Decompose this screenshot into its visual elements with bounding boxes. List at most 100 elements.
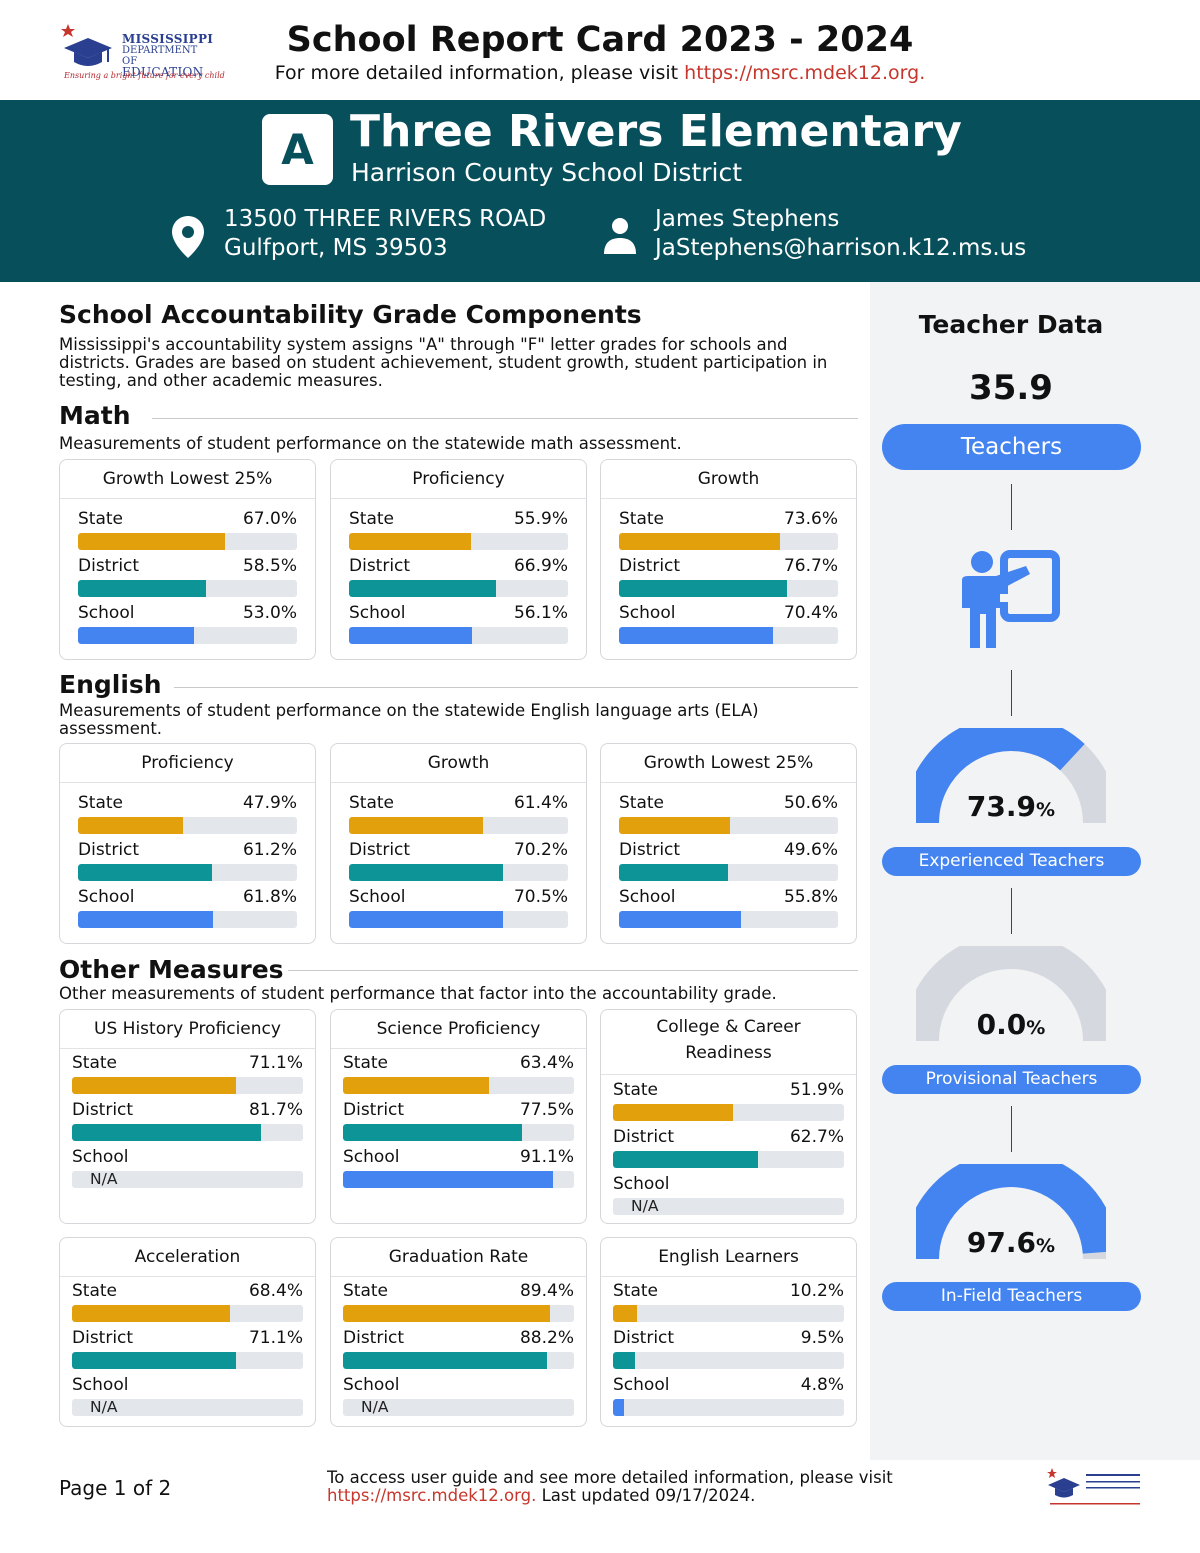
bar-label: District [343, 1328, 405, 1348]
address-line2: Gulfport, MS 39503 [224, 235, 448, 261]
district-name: Harrison County School District [351, 158, 743, 187]
bar-track [343, 1171, 574, 1188]
bar-track [619, 580, 838, 597]
bar-value: 71.1% [248, 1053, 303, 1073]
bar-track [78, 817, 297, 834]
bar-value: 70.5% [513, 887, 568, 907]
bar-label: School [619, 603, 676, 623]
bar-fill [72, 1077, 237, 1094]
connector-line [1011, 888, 1012, 934]
bar-label: District [349, 840, 411, 860]
measure-card: Growth State 73.6% District 76.7% School 70.4% [600, 459, 857, 660]
card-title: Growth Lowest 25% [60, 460, 315, 499]
teacher-count: 35.9 [969, 368, 1053, 408]
bar-label: District [613, 1328, 675, 1348]
bar-label: State [343, 1053, 388, 1073]
math-divider [152, 418, 858, 419]
gauge-track [916, 946, 1106, 1042]
bar-track [72, 1305, 303, 1322]
bar-label: District [613, 1127, 675, 1147]
logo-text: MISSISSIPPI DEPARTMENT OF EDUCATION [122, 33, 213, 79]
provisional-gauge [916, 946, 1106, 1042]
pct-sign: % [1036, 799, 1056, 821]
footer-link[interactable]: https://msrc.mdek12.org. [327, 1486, 537, 1505]
report-subtitle: For more detailed information, please vi… [200, 62, 1000, 84]
bar-value: 67.0% [242, 509, 297, 529]
bar-value: 61.8% [242, 887, 297, 907]
bar-label: District [72, 1328, 134, 1348]
bar-track: N/A [72, 1171, 303, 1188]
provisional-number: 0.0 [976, 1008, 1027, 1041]
bar-na-text: N/A [90, 1399, 118, 1416]
bar-label: School [343, 1375, 400, 1395]
bar-fill [72, 1352, 237, 1369]
bar-track: N/A [72, 1399, 303, 1416]
bar-track: N/A [613, 1198, 844, 1215]
bar-value: 58.5% [242, 556, 297, 576]
bar-value: 68.4% [248, 1281, 303, 1301]
bar-na-text: N/A [90, 1171, 118, 1188]
experienced-gauge [916, 728, 1106, 824]
bar-track [349, 911, 568, 928]
bar-fill [78, 864, 213, 881]
card-title: Proficiency [60, 744, 315, 783]
bar-fill [343, 1124, 523, 1141]
bar-value: 10.2% [789, 1281, 844, 1301]
bar-label: School [78, 603, 135, 623]
footer-suffix: Last updated 09/17/2024. [536, 1486, 756, 1505]
bar-value: 89.4% [519, 1281, 574, 1301]
bar-track [613, 1104, 844, 1121]
bar-track [613, 1352, 844, 1369]
teacher-board-icon [962, 550, 1060, 648]
bar-label: District [78, 840, 140, 860]
bar-fill [619, 864, 728, 881]
bar-label: School [349, 603, 406, 623]
experienced-value: 73.9% [870, 790, 1152, 823]
footer-prefix: To access user guide and see more detail… [327, 1468, 893, 1487]
bar-value: 66.9% [513, 556, 568, 576]
bar-track [349, 533, 568, 550]
bar-fill [613, 1305, 637, 1322]
contact-email[interactable]: JaStephens@harrison.k12.ms.us [655, 235, 1027, 261]
measure-card: Graduation Rate State 89.4% District 88.2% Sc… [330, 1237, 587, 1427]
measure-card: Science Proficiency State 63.4% District 77.… [330, 1009, 587, 1224]
bar-label: State [72, 1053, 117, 1073]
principal-contact: James Stephens JaStephens@harrison.k12.m… [655, 205, 1026, 263]
card-title: Growth Lowest 25% [601, 744, 856, 783]
measure-card: Proficiency State 55.9% District 66.9% School… [330, 459, 587, 660]
math-heading: Math [59, 401, 131, 430]
page-number: Page 1 of 2 [59, 1476, 172, 1500]
bar-label: State [78, 793, 123, 813]
bar-label: State [619, 793, 664, 813]
bar-fill [78, 911, 214, 928]
bar-fill [343, 1171, 554, 1188]
infield-gauge [916, 1164, 1106, 1260]
bar-label: District [619, 840, 681, 860]
school-banner: A Three Rivers Elementary Harrison Count… [0, 100, 1200, 282]
bar-fill [78, 533, 225, 550]
bar-value: 70.4% [783, 603, 838, 623]
bar-label: School [72, 1147, 129, 1167]
bar-track [343, 1352, 574, 1369]
bar-track [343, 1305, 574, 1322]
measure-card: US History Proficiency State 71.1% District… [59, 1009, 316, 1224]
other-divider [288, 970, 858, 971]
bar-value: 4.8% [800, 1375, 844, 1395]
logo-line3: EDUCATION [122, 65, 204, 79]
bar-label: State [343, 1281, 388, 1301]
measure-card: Growth State 61.4% District 70.2% School 70.5% [330, 743, 587, 944]
bar-track [72, 1352, 303, 1369]
card-title: Graduation Rate [331, 1238, 586, 1277]
bar-fill [343, 1305, 550, 1322]
bar-value: 61.2% [242, 840, 297, 860]
bar-fill [613, 1104, 733, 1121]
bar-label: District [619, 556, 681, 576]
bar-label: School [349, 887, 406, 907]
msrc-link[interactable]: https://msrc.mdek12.org. [684, 62, 926, 84]
bar-label: State [619, 509, 664, 529]
bar-track [619, 533, 838, 550]
bar-track [78, 627, 297, 644]
mde-logo: MISSISSIPPI DEPARTMENT OF EDUCATION Ensu… [58, 18, 225, 84]
teacher-data-panel: Teacher Data 35.9 Teachers 73.9% Experie… [870, 282, 1200, 1460]
bar-fill [78, 627, 195, 644]
